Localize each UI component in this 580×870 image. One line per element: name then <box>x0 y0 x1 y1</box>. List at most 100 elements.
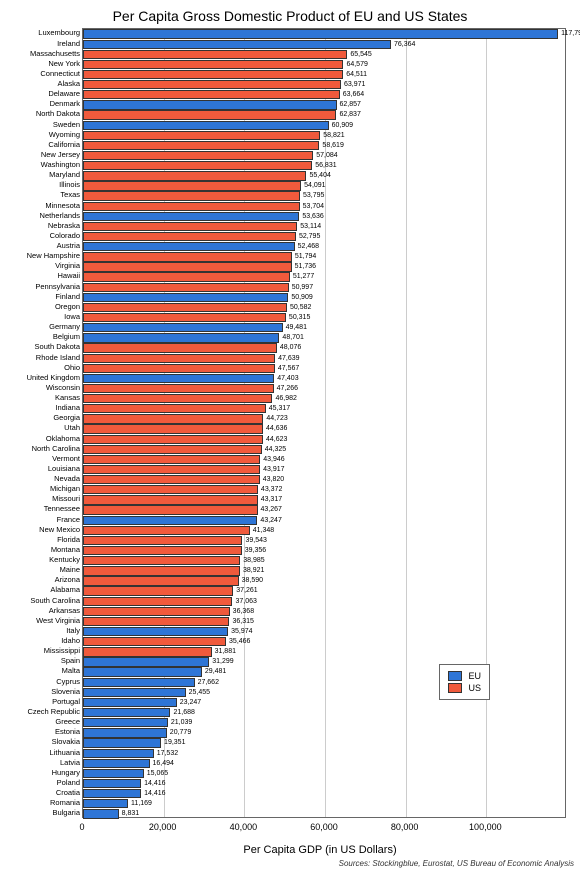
bar-value-label: 48,701 <box>282 333 303 342</box>
bar-value-label: 29,481 <box>205 667 226 676</box>
y-axis-label: Luxembourg <box>38 28 80 37</box>
y-axis-label: France <box>57 515 80 524</box>
y-axis-label: Ohio <box>64 363 80 372</box>
bar-value-label: 16,494 <box>153 759 174 768</box>
y-axis-label: Virginia <box>55 261 80 270</box>
bar <box>83 617 229 626</box>
bar-value-label: 17,532 <box>157 749 178 758</box>
bar <box>83 465 260 474</box>
bar-value-label: 64,579 <box>346 60 367 69</box>
bar <box>83 607 230 616</box>
bar-value-label: 51,277 <box>293 272 314 281</box>
y-axis-label: Alabama <box>50 585 80 594</box>
y-axis-label: North Dakota <box>36 109 80 118</box>
y-axis-label: Iowa <box>64 312 80 321</box>
bar <box>83 698 177 707</box>
plot-area: 117,79276,36465,54564,57964,51163,97163,… <box>82 28 566 818</box>
bar <box>83 678 195 687</box>
y-axis-label: Belgium <box>53 332 80 341</box>
bar <box>83 364 275 373</box>
y-axis-label: Vermont <box>52 454 80 463</box>
bar-value-label: 47,639 <box>278 354 299 363</box>
y-axis-label: Kentucky <box>49 555 80 564</box>
bar-value-label: 63,664 <box>343 90 364 99</box>
y-axis-label: Mississippi <box>44 646 80 655</box>
legend-label: US <box>468 683 481 693</box>
y-axis-label: Finland <box>55 292 80 301</box>
bar-value-label: 39,543 <box>245 536 266 545</box>
bar-value-label: 43,917 <box>263 465 284 474</box>
bar-value-label: 53,704 <box>303 202 324 211</box>
bar <box>83 586 233 595</box>
bar <box>83 303 287 312</box>
bar <box>83 738 161 747</box>
y-axis-label: Netherlands <box>40 211 80 220</box>
y-axis-label: Oregon <box>55 302 80 311</box>
bar-value-label: 65,545 <box>350 50 371 59</box>
bar-value-label: 43,247 <box>260 516 281 525</box>
y-axis-label: Indiana <box>55 403 80 412</box>
y-axis-label: South Dakota <box>35 342 80 351</box>
y-axis-label: Austria <box>57 241 80 250</box>
y-axis-label: Louisiana <box>48 464 80 473</box>
y-axis-label: Hungary <box>52 768 80 777</box>
bar-value-label: 58,619 <box>322 141 343 150</box>
bar <box>83 161 312 170</box>
bar-value-label: 38,985 <box>243 556 264 565</box>
y-axis-label: Cyprus <box>56 677 80 686</box>
y-axis-label: Arizona <box>55 575 80 584</box>
bar-value-label: 57,084 <box>316 151 337 160</box>
y-axis-label: California <box>48 140 80 149</box>
bar-value-label: 27,662 <box>198 678 219 687</box>
bar-value-label: 19,351 <box>164 738 185 747</box>
y-axis-label: Spain <box>61 656 80 665</box>
bar-value-label: 35,466 <box>229 637 250 646</box>
y-axis-label: Colorado <box>50 231 80 240</box>
y-axis-label: North Carolina <box>32 444 80 453</box>
x-tick-label: 40,000 <box>230 822 258 832</box>
bar <box>83 131 320 140</box>
bar <box>83 100 337 109</box>
sources-text: Sources: Stockingblue, Eurostat, US Bure… <box>339 859 574 868</box>
bar <box>83 759 150 768</box>
bar-value-label: 36,315 <box>232 617 253 626</box>
y-axis-label: New York <box>48 59 80 68</box>
bar <box>83 141 319 150</box>
bar <box>83 799 128 808</box>
y-axis-label: Montana <box>51 545 80 554</box>
bar <box>83 283 289 292</box>
bar-value-label: 50,997 <box>292 283 313 292</box>
bar-value-label: 64,511 <box>346 70 367 79</box>
bar-value-label: 20,779 <box>170 728 191 737</box>
y-axis-label: Estonia <box>55 727 80 736</box>
bar <box>83 272 290 281</box>
bar <box>83 181 301 190</box>
bar-value-label: 53,636 <box>302 212 323 221</box>
bar <box>83 333 279 342</box>
bar-value-label: 62,837 <box>339 110 360 119</box>
y-axis-label: Georgia <box>53 413 80 422</box>
y-axis-label: New Mexico <box>39 525 80 534</box>
legend-row: EU <box>448 671 481 681</box>
y-axis-label: Latvia <box>60 758 80 767</box>
bar-value-label: 38,921 <box>243 566 264 575</box>
bar <box>83 688 186 697</box>
bar-value-label: 50,315 <box>289 313 310 322</box>
y-axis-label: Italy <box>66 626 80 635</box>
bar <box>83 202 300 211</box>
bar-value-label: 43,267 <box>261 505 282 514</box>
bar <box>83 50 347 59</box>
y-axis-label: West Virginia <box>36 616 80 625</box>
bar <box>83 789 141 798</box>
bar-value-label: 63,971 <box>344 80 365 89</box>
bar <box>83 566 240 575</box>
bar <box>83 667 202 676</box>
bar <box>83 505 258 514</box>
bar <box>83 424 263 433</box>
bar <box>83 445 262 454</box>
bar <box>83 262 292 271</box>
bar-value-label: 76,364 <box>394 40 415 49</box>
bar <box>83 29 558 38</box>
bar-value-label: 38,590 <box>242 576 263 585</box>
y-axis-label: Wyoming <box>49 130 80 139</box>
